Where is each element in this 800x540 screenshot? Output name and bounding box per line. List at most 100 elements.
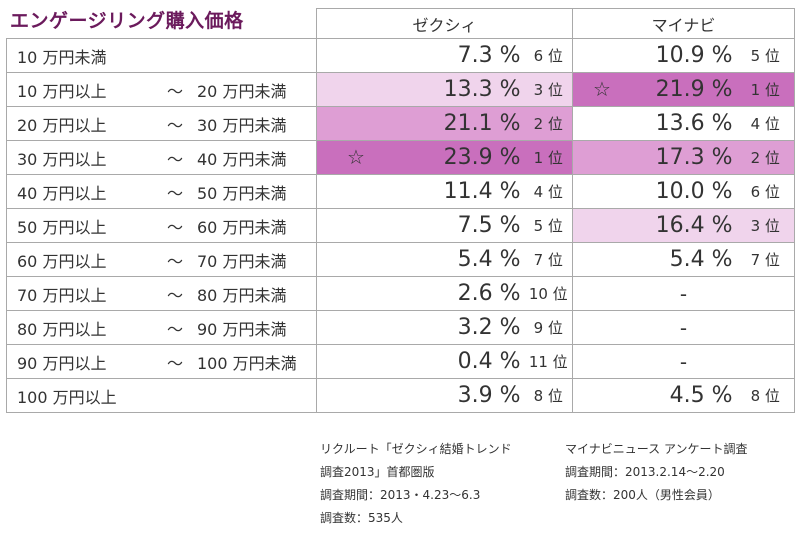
- mynavi-rank: 3 位: [736, 208, 795, 243]
- mynavi-rank: 1 位: [736, 72, 795, 107]
- star-icon: ☆: [347, 145, 365, 169]
- zexy-rank: 1 位: [524, 140, 573, 175]
- mynavi-percent: 17.3 %: [572, 140, 737, 175]
- header-corner: [6, 8, 317, 39]
- price-range-label: 90 万円以上 ～ 100 万円未満: [6, 344, 317, 379]
- range-tilde: ～: [167, 183, 184, 203]
- note-line: 調査期間：2013・4.23～6.3: [320, 488, 481, 502]
- table-row: 40 万円以上 ～ 50 万円未満 11.4 % 4 位 10.0 % 6 位: [6, 174, 795, 209]
- range-from: 50 万円以上: [17, 217, 107, 237]
- range-from: 10 万円未満: [17, 47, 107, 67]
- mynavi-rank: 4 位: [736, 106, 795, 141]
- range-to: 50 万円未満: [197, 183, 287, 203]
- zexy-source-notes: リクルート「ゼクシィ結婚トレンド 調査2013」首都圏版 調査期間：2013・4…: [320, 438, 512, 530]
- table-row: 90 万円以上 ～ 100 万円未満 0.4 % 11 位 -: [6, 344, 795, 379]
- price-range-label: 10 万円未満: [6, 38, 317, 73]
- range-tilde: ～: [167, 81, 184, 101]
- zexy-rank: 11 位: [524, 344, 573, 379]
- price-range-label: 10 万円以上 ～ 20 万円未満: [6, 72, 317, 107]
- price-range-label: 20 万円以上 ～ 30 万円未満: [6, 106, 317, 141]
- price-range-label: 30 万円以上 ～ 40 万円未満: [6, 140, 317, 175]
- table-row: 50 万円以上 ～ 60 万円未満 7.5 % 5 位 16.4 % 3 位: [6, 208, 795, 243]
- zexy-percent: 0.4 %: [316, 344, 525, 379]
- mynavi-rank: 5 位: [736, 38, 795, 73]
- range-tilde: ～: [167, 285, 184, 305]
- note-line: 調査数：200人（男性会員）: [565, 488, 720, 502]
- zexy-percent: 7.5 %: [316, 208, 525, 243]
- range-tilde: ～: [167, 251, 184, 271]
- zexy-percent: 11.4 %: [316, 174, 525, 209]
- mynavi-percent: 4.5 %: [572, 378, 737, 413]
- range-from: 20 万円以上: [17, 115, 107, 135]
- table-row: 10 万円以上 ～ 20 万円未満 13.3 % 3 位 ☆ 21.9 % 1 位: [6, 72, 795, 107]
- range-from: 90 万円以上: [17, 353, 107, 373]
- zexy-percent: 2.6 %: [316, 276, 525, 311]
- header-mynavi: マイナビ: [572, 8, 795, 39]
- note-line: 調査2013」首都圏版: [320, 465, 435, 479]
- table-header-row: ゼクシィ マイナビ: [6, 8, 795, 39]
- range-to: 90 万円未満: [197, 319, 287, 339]
- mynavi-percent: 10.0 %: [572, 174, 737, 209]
- mynavi-rank: 7 位: [736, 242, 795, 277]
- zexy-percent: 13.3 %: [316, 72, 525, 107]
- range-tilde: ～: [167, 149, 184, 169]
- price-range-label: 80 万円以上 ～ 90 万円未満: [6, 310, 317, 345]
- range-to: 30 万円未満: [197, 115, 287, 135]
- zexy-rank: 10 位: [524, 276, 573, 311]
- zexy-percent-cell: ☆ 23.9 %: [316, 140, 525, 175]
- mynavi-rank: 8 位: [736, 378, 795, 413]
- zexy-rank: 5 位: [524, 208, 573, 243]
- range-to: 40 万円未満: [197, 149, 287, 169]
- mynavi-no-data: -: [572, 276, 795, 311]
- zexy-percent: 5.4 %: [316, 242, 525, 277]
- zexy-rank: 6 位: [524, 38, 573, 73]
- zexy-rank: 8 位: [524, 378, 573, 413]
- note-line: 調査期間：2013.2.14～2.20: [565, 465, 725, 479]
- range-from: 100 万円以上: [17, 387, 117, 407]
- range-tilde: ～: [167, 319, 184, 339]
- zexy-percent: 3.2 %: [316, 310, 525, 345]
- mynavi-no-data: -: [572, 344, 795, 379]
- range-from: 60 万円以上: [17, 251, 107, 271]
- table-row: 100 万円以上 3.9 % 8 位 4.5 % 8 位: [6, 378, 795, 413]
- mynavi-rank: 2 位: [736, 140, 795, 175]
- header-zexy: ゼクシィ: [316, 8, 573, 39]
- zexy-rank: 7 位: [524, 242, 573, 277]
- note-line: リクルート「ゼクシィ結婚トレンド: [320, 442, 512, 456]
- range-from: 30 万円以上: [17, 149, 107, 169]
- table-row: 30 万円以上 ～ 40 万円未満 ☆ 23.9 % 1 位 17.3 % 2 位: [6, 140, 795, 175]
- zexy-rank: 3 位: [524, 72, 573, 107]
- mynavi-percent: 16.4 %: [572, 208, 737, 243]
- price-range-label: 100 万円以上: [6, 378, 317, 413]
- zexy-percent: 7.3 %: [316, 38, 525, 73]
- table-row: 80 万円以上 ～ 90 万円未満 3.2 % 9 位 -: [6, 310, 795, 345]
- price-range-label: 40 万円以上 ～ 50 万円未満: [6, 174, 317, 209]
- zexy-rank: 9 位: [524, 310, 573, 345]
- range-from: 80 万円以上: [17, 319, 107, 339]
- price-range-label: 60 万円以上 ～ 70 万円未満: [6, 242, 317, 277]
- zexy-percent: 23.9 %: [443, 145, 521, 170]
- range-to: 80 万円未満: [197, 285, 287, 305]
- zexy-rank: 2 位: [524, 106, 573, 141]
- mynavi-rank: 6 位: [736, 174, 795, 209]
- range-tilde: ～: [167, 217, 184, 237]
- range-to: 60 万円未満: [197, 217, 287, 237]
- table-row: 70 万円以上 ～ 80 万円未満 2.6 % 10 位 -: [6, 276, 795, 311]
- mynavi-percent: 13.6 %: [572, 106, 737, 141]
- price-range-label: 50 万円以上 ～ 60 万円未満: [6, 208, 317, 243]
- star-icon: ☆: [593, 77, 611, 101]
- range-to: 100 万円未満: [197, 353, 297, 373]
- zexy-percent: 3.9 %: [316, 378, 525, 413]
- note-line: 調査数：535人: [320, 511, 403, 525]
- mynavi-source-notes: マイナビニュース アンケート調査 調査期間：2013.2.14～2.20 調査数…: [565, 438, 748, 507]
- range-from: 70 万円以上: [17, 285, 107, 305]
- table-row: 10 万円未満 7.3 % 6 位 10.9 % 5 位: [6, 38, 795, 73]
- range-to: 70 万円未満: [197, 251, 287, 271]
- price-table: ゼクシィ マイナビ 10 万円未満 7.3 % 6 位 10.9 % 5 位 1…: [6, 8, 795, 413]
- zexy-percent: 21.1 %: [316, 106, 525, 141]
- mynavi-percent: 5.4 %: [572, 242, 737, 277]
- table-row: 20 万円以上 ～ 30 万円未満 21.1 % 2 位 13.6 % 4 位: [6, 106, 795, 141]
- range-tilde: ～: [167, 353, 184, 373]
- range-tilde: ～: [167, 115, 184, 135]
- mynavi-percent: 21.9 %: [655, 77, 733, 102]
